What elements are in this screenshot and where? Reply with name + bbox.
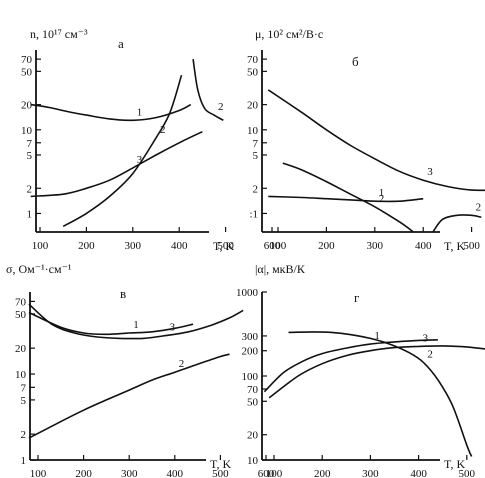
series-label: 3 — [170, 322, 176, 334]
panel-letter: а — [118, 36, 124, 51]
y-tick-label: 7 — [253, 138, 259, 150]
y-tick-label: 5 — [27, 150, 33, 162]
x-tick-label: 300 — [362, 468, 379, 478]
series-label: 2 — [160, 124, 166, 136]
y-tick-label: 2 — [21, 429, 27, 441]
series-line-3 — [268, 345, 485, 399]
y-tick-label: 70 — [15, 296, 27, 308]
y-tick-label: 20 — [15, 343, 27, 355]
y-axis-label: n, 10¹⁷ см⁻³ — [30, 27, 88, 41]
x-tick-label: 100 — [32, 240, 49, 252]
series-label: 1 — [133, 319, 139, 331]
x-axis-label: T, K — [444, 239, 465, 253]
series-label: 2 — [476, 201, 482, 213]
y-tick-label: 50 — [15, 309, 27, 321]
series-label: 2 — [179, 358, 185, 370]
y-tick-label: 100 — [242, 371, 259, 383]
series-label: 3 — [423, 332, 429, 344]
x-tick-label: 100 — [30, 468, 47, 478]
series-line-2 — [288, 331, 473, 457]
series-label: 2 — [427, 348, 433, 360]
series-label: 1 — [137, 106, 143, 118]
series-label: 1 — [379, 187, 385, 199]
x-tick-label: 500 — [463, 240, 480, 252]
y-tick-label: 2 — [27, 183, 33, 195]
y-tick-label: 20 — [247, 430, 259, 442]
x-tick-label: 500 — [459, 468, 476, 478]
y-axis-label: μ, 10² см²/В·с — [255, 27, 323, 41]
y-tick-label: 50 — [247, 396, 259, 408]
x-tick-label: 400 — [415, 240, 432, 252]
y-tick-label: 5 — [21, 395, 27, 407]
y-tick-label: 5 — [253, 150, 259, 162]
x-tick-label: 200 — [78, 240, 95, 252]
series-label: 2 — [379, 193, 385, 205]
x-axis-label: T, K — [210, 457, 231, 471]
panel-letter: в — [120, 286, 126, 301]
series-label: 1 — [374, 330, 380, 342]
y-tick-label: 70 — [247, 54, 259, 66]
x-tick-label: 200 — [75, 468, 92, 478]
y-axis-label: σ, Ом⁻¹·см⁻¹ — [6, 262, 72, 276]
series-line-3 — [30, 130, 203, 198]
series-line-1 — [28, 311, 194, 336]
x-tick-label: 400 — [171, 240, 188, 252]
y-tick-label: 50 — [21, 66, 33, 78]
x-tick-label: 100 — [266, 468, 283, 478]
y-tick-label: 50 — [247, 66, 259, 78]
series-label: 3 — [427, 166, 433, 178]
y-tick-label: 7 — [21, 382, 27, 394]
series-line-1 — [268, 195, 424, 203]
y-tick-label: 1 — [21, 455, 27, 467]
x-tick-label: 300 — [367, 240, 384, 252]
x-tick-label: 500 — [217, 240, 234, 252]
x-tick-label: 200 — [318, 240, 335, 252]
series-line-2 — [282, 162, 414, 233]
panel-letter: г — [354, 290, 359, 305]
series-line-2 — [432, 214, 482, 233]
y-tick-label: :1 — [249, 208, 258, 220]
y-tick-label: 1000 — [236, 287, 259, 299]
series-line-1 — [30, 103, 192, 122]
y-tick-label: 2 — [253, 183, 259, 195]
y-axis-label: |α|, мкВ/К — [255, 262, 306, 276]
series-line-2 — [28, 353, 230, 439]
x-tick-label: 200 — [314, 468, 331, 478]
y-tick-label: 7 — [27, 138, 33, 150]
series-label: 2 — [218, 101, 224, 113]
y-tick-label: 70 — [21, 54, 33, 66]
y-tick-label: 10 — [247, 125, 259, 137]
x-tick-label: 400 — [410, 468, 427, 478]
series-line-2 — [62, 74, 183, 228]
x-axis-label: T, K — [444, 457, 465, 471]
x-tick-label: 400 — [167, 468, 184, 478]
y-tick-label: 70 — [247, 384, 259, 396]
panel-3: 102050701002003001000100200300400500600|… — [236, 262, 485, 478]
x-tick-label: 600 — [264, 240, 281, 252]
y-tick-label: 20 — [21, 100, 33, 112]
y-tick-label: 300 — [242, 331, 259, 343]
series-line-1 — [263, 339, 438, 393]
x-tick-label: 300 — [121, 468, 138, 478]
x-tick-label: 100 — [270, 240, 287, 252]
x-axis-label: T, K — [213, 239, 234, 253]
series-line-3 — [267, 89, 485, 192]
y-tick-label: 10 — [15, 369, 27, 381]
y-tick-label: 10 — [247, 455, 259, 467]
y-tick-label: 200 — [242, 346, 259, 358]
x-tick-label: 300 — [125, 240, 142, 252]
y-tick-label: 20 — [247, 100, 259, 112]
panel-letter: б — [352, 54, 359, 69]
x-tick-label: 600 — [258, 468, 275, 478]
x-tick-label: 500 — [212, 468, 229, 478]
y-tick-label: 10 — [21, 125, 33, 137]
series-line-3 — [28, 303, 244, 340]
y-tick-label: 1 — [27, 208, 33, 220]
series-label: 3 — [137, 154, 143, 166]
series-line-2 — [192, 58, 224, 121]
